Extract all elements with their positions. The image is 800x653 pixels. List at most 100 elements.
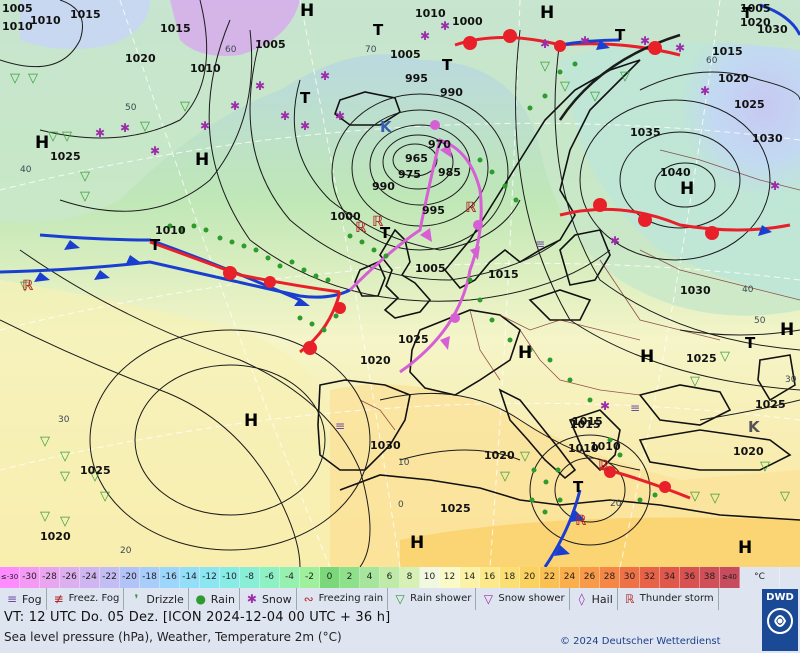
- svg-text:✱: ✱: [280, 109, 290, 123]
- svg-text:▽: ▽: [710, 491, 720, 506]
- svg-text:✱: ✱: [150, 144, 160, 158]
- isobar-label: 1020: [718, 72, 749, 85]
- svg-text:▽: ▽: [590, 89, 600, 104]
- svg-text:▽: ▽: [48, 129, 58, 144]
- isobar-label: 1025: [686, 352, 717, 365]
- fog-symbols: ≡ ≡ ≡: [335, 237, 640, 433]
- low-pressure-center: T: [442, 56, 453, 74]
- isobar-label: 1025: [734, 98, 765, 111]
- scale-cell: 4: [360, 567, 380, 588]
- chart-description: Sea level pressure (hPa), Weather, Tempe…: [4, 630, 342, 644]
- temperature-label: 60: [706, 56, 718, 66]
- isobar-label: 970: [428, 138, 451, 151]
- freezing-fog-icon: ≢: [53, 592, 64, 606]
- scale-cell: -6: [260, 567, 280, 588]
- svg-text:✱: ✱: [335, 109, 345, 123]
- legend-snow: ✱ Snow: [240, 588, 297, 610]
- isobar-label: 1030: [370, 439, 401, 452]
- isobar-label: 1020: [125, 52, 156, 65]
- rain-shower-symbols: ▽ ▽▽ ▽ ▽▽▽▽ ▽▽▽▽ ▽ ▽▽▽ ▽▽▽▽ ▽▽▽▽ ▽ ▽▽▽: [10, 59, 790, 529]
- isobar-label: 1020: [40, 530, 71, 543]
- scale-cell: -28: [40, 567, 60, 588]
- legend-fog: ≡ Fog: [0, 588, 47, 610]
- scale-cell: -16: [160, 567, 180, 588]
- svg-text:▽: ▽: [620, 69, 630, 84]
- weather-map: ▽ ▽▽ ▽ ▽▽▽▽ ▽▽▽▽ ▽ ▽▽▽ ▽▽▽▽ ▽▽▽▽ ▽ ▽▽▽ ✱ ✱✱✱ …: [0, 0, 800, 567]
- legend-label: Thunder storm: [639, 593, 714, 604]
- hail-icon: ◊: [578, 592, 585, 606]
- isobar-label: 1015: [570, 418, 601, 431]
- legend-label: Fog: [22, 592, 42, 606]
- isobar-label: 1035: [630, 126, 661, 139]
- isobar-label: 1020: [740, 16, 771, 29]
- scale-cell: -12: [200, 567, 220, 588]
- isobar-label: 1010: [2, 20, 33, 33]
- svg-text:ℝ: ℝ: [575, 513, 587, 529]
- isobar-label: 1025: [50, 150, 81, 163]
- scale-cell: -20: [120, 567, 140, 588]
- svg-text:✱: ✱: [610, 234, 620, 248]
- dwd-logo-icon: [767, 608, 793, 634]
- scale-cell: -24: [80, 567, 100, 588]
- high-pressure-center: H: [195, 150, 209, 170]
- temperature-scale: ≤-30 -30 -28 -26 -24 -22 -20 -18 -16 -14 -12 -10 -8-…: [0, 567, 800, 588]
- scale-cell: 22: [540, 567, 560, 588]
- isobar-label: 1000: [452, 15, 483, 28]
- drizzle-icon: ❜: [134, 592, 139, 606]
- rain-shower-icon: ▽: [395, 592, 405, 606]
- isobar-label: 1005: [740, 2, 771, 15]
- low-pressure-center: T: [573, 478, 584, 496]
- svg-text:ℝ: ℝ: [465, 200, 477, 216]
- svg-text:✱: ✱: [440, 19, 450, 33]
- svg-text:✱: ✱: [95, 126, 105, 140]
- svg-text:ℝ: ℝ: [372, 214, 384, 230]
- fog-icon: ≡: [6, 592, 18, 606]
- temperature-label: 20: [610, 499, 622, 509]
- scale-cell: 0: [320, 567, 340, 588]
- svg-text:▽: ▽: [140, 119, 150, 134]
- isobar-label: 990: [372, 180, 395, 193]
- isobar-label: 995: [405, 72, 428, 85]
- scale-cell: 38: [700, 567, 720, 588]
- legend-snow-shower: ▽ Snow shower: [476, 588, 570, 610]
- temperature-label: 0: [398, 500, 404, 510]
- svg-text:▽: ▽: [40, 434, 50, 449]
- temperature-label: 70: [365, 45, 377, 55]
- scale-cell: -22: [100, 567, 120, 588]
- copyright: © 2024 Deutscher Wetterdienst: [560, 636, 721, 647]
- scale-cell: 34: [660, 567, 680, 588]
- svg-text:▽: ▽: [560, 79, 570, 94]
- weather-legend: ≡ Fog ≢ Freez. Fog ❜ Drizzle ● Rain ✱ Snow ∾ Freezi…: [0, 588, 760, 610]
- svg-text:≡: ≡: [335, 419, 345, 433]
- scale-cell: 26: [580, 567, 600, 588]
- svg-text:▽: ▽: [500, 469, 510, 484]
- scale-cell: 10: [420, 567, 440, 588]
- legend-rain-shower: ▽ Rain shower: [388, 588, 477, 610]
- cold-region-north: [20, 0, 150, 49]
- valid-time-line: VT: 12 UTC Do. 05 Dez. [ICON 2024-12-04 …: [4, 610, 391, 625]
- high-pressure-center: H: [410, 533, 424, 553]
- isobar-label: 1040: [660, 166, 691, 179]
- isobar-label: 1005: [390, 48, 421, 61]
- isobar-label: 1030: [680, 284, 711, 297]
- scale-cell: -18: [140, 567, 160, 588]
- scale-cell: -26: [60, 567, 80, 588]
- svg-text:▽: ▽: [690, 374, 700, 389]
- svg-text:▽: ▽: [60, 514, 70, 529]
- isobar-label: 995: [422, 204, 445, 217]
- isobar-label: 1005: [415, 262, 446, 275]
- high-pressure-center: H: [35, 133, 49, 153]
- low-pressure-center: T: [373, 21, 384, 39]
- high-pressure-center: H: [518, 343, 532, 363]
- isobar-label: 1030: [752, 132, 783, 145]
- scale-cell: ≥40: [720, 567, 740, 588]
- isobar-label: 1025: [755, 398, 786, 411]
- svg-text:▽: ▽: [760, 459, 770, 474]
- isobar-label: 1010: [415, 7, 446, 20]
- temperature-label: 50: [754, 316, 766, 326]
- snow-icon: ✱: [246, 592, 257, 606]
- svg-text:▽: ▽: [540, 59, 550, 74]
- high-pressure-center: H: [300, 1, 314, 21]
